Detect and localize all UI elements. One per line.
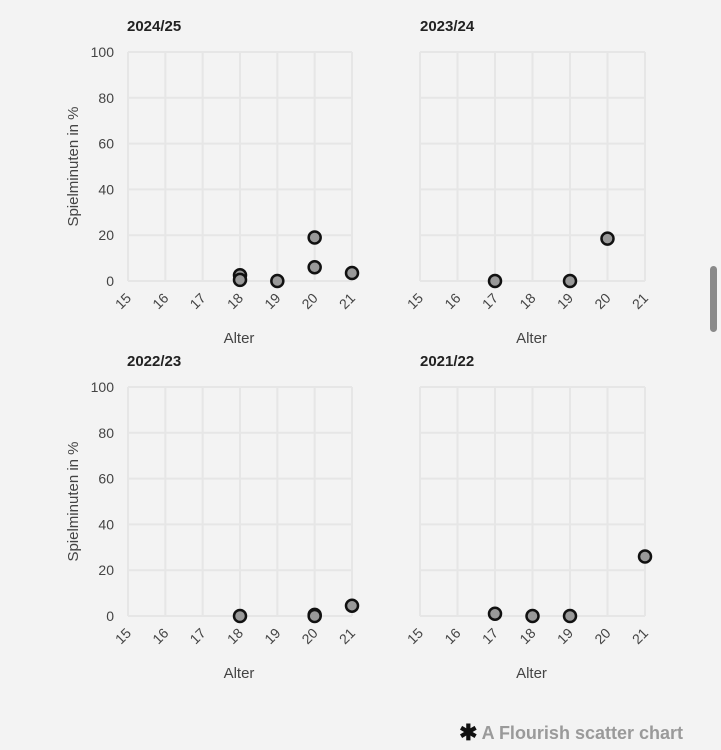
x-tick-label: 16 [441, 290, 463, 312]
panel-title: 2022/23 [127, 353, 181, 370]
x-tick-label: 18 [516, 290, 538, 312]
x-axis-title: Alter [224, 665, 255, 682]
x-tick-label: 18 [224, 290, 246, 312]
x-tick-label: 18 [224, 625, 246, 647]
scatter-point [232, 272, 248, 288]
x-tick-label: 19 [554, 625, 576, 647]
x-tick-label: 21 [629, 625, 651, 647]
x-tick-label: 21 [629, 290, 651, 312]
y-tick-label: 20 [98, 562, 114, 578]
y-tick-label: 60 [98, 471, 114, 487]
y-tick-label: 20 [98, 227, 114, 243]
flourish-asterisk-icon: ✱ [459, 720, 478, 745]
scatter-point [307, 608, 322, 624]
x-tick-label: 15 [112, 290, 134, 312]
x-tick-label: 17 [479, 290, 501, 312]
scatter-point [487, 273, 503, 289]
x-tick-label: 15 [404, 625, 426, 647]
x-tick-label: 16 [149, 290, 171, 312]
y-axis-title: Spielminuten in % [65, 106, 82, 226]
scatter-point [344, 598, 360, 613]
x-axis-title: Alter [224, 330, 255, 347]
x-tick-label: 19 [261, 290, 283, 312]
scatter-point [525, 608, 540, 624]
x-tick-label: 21 [336, 290, 358, 312]
x-tick-label: 20 [591, 290, 613, 312]
flourish-credit-text: A Flourish scatter chart [481, 722, 683, 743]
x-tick-label: 19 [261, 625, 283, 647]
scatter-point [487, 606, 503, 621]
panel-title: 2023/24 [420, 18, 475, 35]
y-tick-label: 40 [98, 516, 114, 532]
y-tick-label: 100 [91, 44, 115, 60]
scrollbar-thumb[interactable] [710, 266, 717, 332]
x-tick-label: 19 [554, 290, 576, 312]
x-tick-label: 21 [336, 625, 358, 647]
y-tick-label: 0 [106, 608, 114, 624]
panel-title: 2024/25 [127, 18, 181, 35]
x-axis-title: Alter [516, 330, 547, 347]
scatter-point [307, 260, 322, 275]
y-tick-label: 80 [98, 425, 114, 441]
x-tick-label: 17 [479, 625, 501, 647]
y-tick-label: 80 [98, 90, 114, 106]
x-axis-title: Alter [516, 665, 547, 682]
flourish-credit-link[interactable]: ✱ A Flourish scatter chart [459, 721, 683, 745]
x-tick-label: 17 [186, 290, 208, 312]
scatter-point [344, 265, 360, 281]
scatter-point [562, 608, 578, 624]
x-tick-label: 20 [298, 625, 320, 647]
x-tick-label: 20 [298, 290, 320, 312]
x-tick-label: 15 [112, 625, 134, 647]
y-tick-label: 40 [98, 181, 114, 197]
x-tick-label: 16 [441, 625, 463, 647]
x-tick-label: 17 [186, 625, 208, 647]
scatter-point [307, 230, 322, 245]
x-tick-label: 18 [516, 625, 538, 647]
panel-title: 2021/22 [420, 353, 474, 370]
y-tick-label: 0 [106, 273, 114, 289]
scatter-point [562, 273, 578, 289]
scatter-point [637, 549, 653, 564]
x-tick-label: 20 [591, 625, 613, 647]
y-tick-label: 60 [98, 136, 114, 152]
x-tick-label: 15 [404, 290, 426, 312]
scatter-point [232, 608, 248, 624]
scatter-point [600, 231, 615, 246]
y-axis-title: Spielminuten in % [65, 441, 82, 561]
chart-canvas: 2024/25 0 20 40 60 80 100 15 16 17 18 19 20 21 Alter Sp… [65, 18, 653, 682]
y-tick-label: 100 [91, 379, 115, 395]
scatter-point [270, 273, 285, 289]
x-tick-label: 16 [149, 625, 171, 647]
